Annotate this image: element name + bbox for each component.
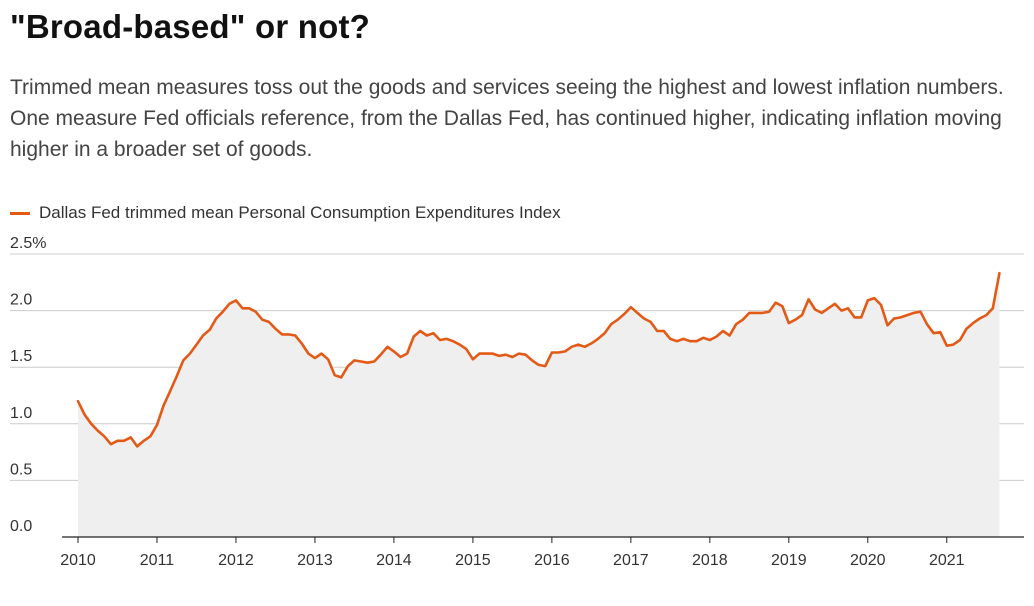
x-tick-label: 2014 xyxy=(376,552,412,569)
y-tick-label: 1.5 xyxy=(10,348,32,365)
x-tick-label: 2012 xyxy=(218,552,254,569)
x-tick-label: 2016 xyxy=(534,552,570,569)
x-tick-label: 2010 xyxy=(60,552,96,569)
y-tick-label: 2.5% xyxy=(10,235,46,252)
chart-title: "Broad-based" or not? xyxy=(10,8,370,45)
x-tick-label: 2021 xyxy=(929,552,965,569)
series-area xyxy=(78,273,1000,537)
x-tick-label: 2011 xyxy=(140,552,175,569)
y-tick-label: 0.5 xyxy=(10,461,32,478)
x-tick-label: 2019 xyxy=(771,552,807,569)
legend: Dallas Fed trimmed mean Personal Consump… xyxy=(10,203,561,223)
x-tick-label: 2017 xyxy=(613,552,649,569)
legend-label: Dallas Fed trimmed mean Personal Consump… xyxy=(39,203,561,222)
x-tick-label: 2020 xyxy=(850,552,886,569)
y-axis: 0.0 0.5 1.0 1.5 2.0 2.5% xyxy=(10,235,46,535)
series-line-layer xyxy=(76,271,1001,448)
series-line xyxy=(76,271,1001,448)
chart-subtitle: Trimmed mean measures toss out the goods… xyxy=(10,76,1004,161)
legend-swatch xyxy=(10,211,30,215)
y-tick-label: 1.0 xyxy=(10,405,32,422)
y-tick-label: 0.0 xyxy=(10,518,32,535)
area-fill-layer xyxy=(78,273,1000,537)
y-tick-label: 2.0 xyxy=(10,292,32,309)
x-axis: 2010 2011 2012 2013 2014 2015 2016 2017 2018 2019… xyxy=(60,536,1024,569)
x-tick-label: 2018 xyxy=(692,552,728,569)
x-tick-label: 2013 xyxy=(297,552,333,569)
x-tick-label: 2015 xyxy=(455,552,491,569)
